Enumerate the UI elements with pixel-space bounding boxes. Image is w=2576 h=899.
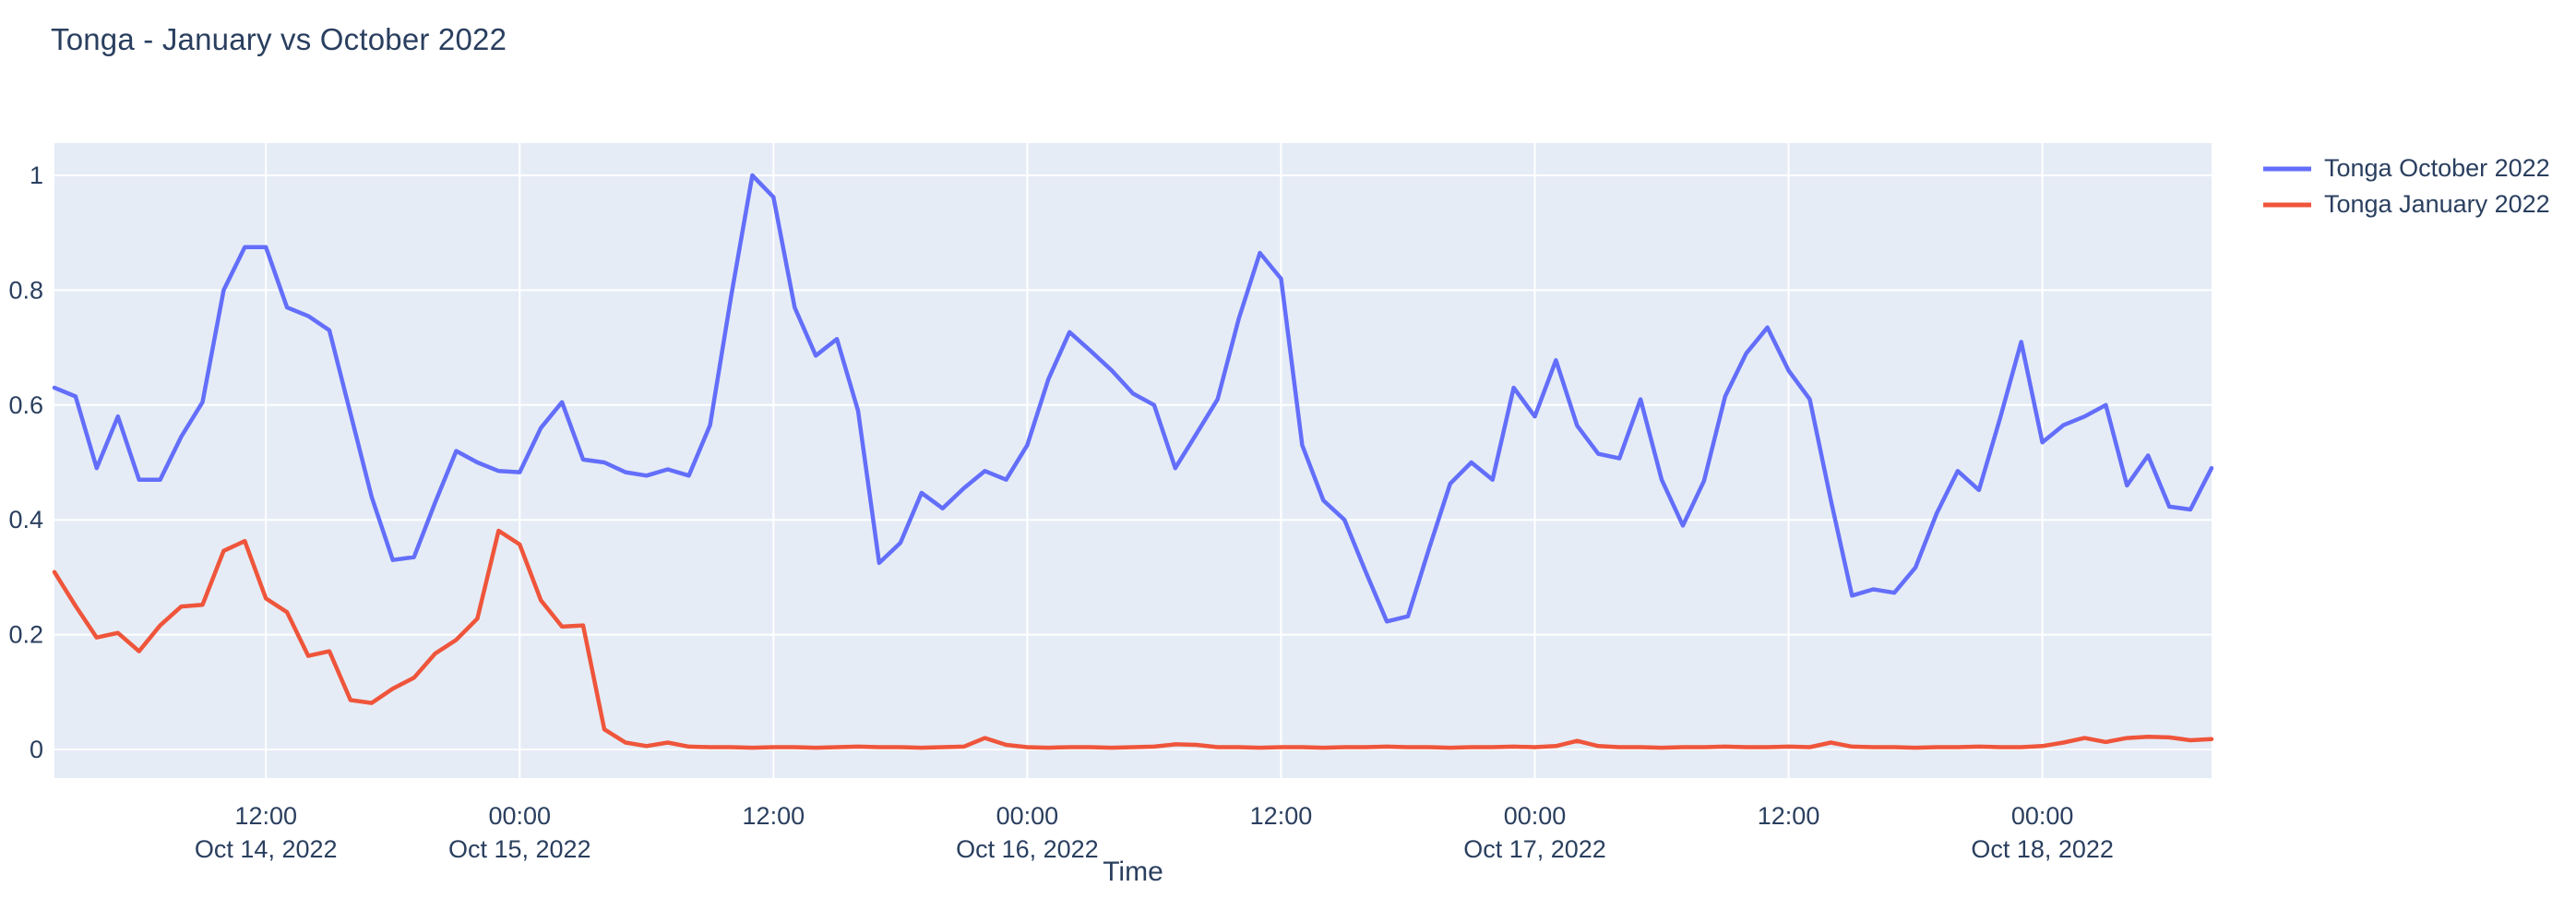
x-tick-time-label: 00:00 [1504,802,1567,830]
y-tick-label: 0.2 [8,621,43,649]
legend-item-tonga-october-2022[interactable]: Tonga October 2022 [2263,150,2550,186]
legend-label-october: Tonga October 2022 [2324,154,2550,182]
x-tick-time-label: 12:00 [234,802,297,830]
x-tick-time-label: 00:00 [996,802,1059,830]
x-axis-title: Time [1103,857,1163,887]
y-tick-label: 0 [30,736,43,763]
series-line-tonga-october-2022[interactable] [52,173,2214,624]
x-tick-date-label: Oct 15, 2022 [448,835,591,863]
x-tick-time-label: 12:00 [743,802,805,830]
x-tick-time-label: 00:00 [2011,802,2074,830]
x-tick-time-label: 00:00 [488,802,551,830]
x-tick-date-label: Oct 14, 2022 [195,835,338,863]
y-tick-label: 0.8 [8,276,43,304]
chart-title: Tonga - January vs October 2022 [51,22,507,56]
series-line-tonga-january-2022[interactable] [52,528,2214,750]
x-tick-time-label: 12:00 [1758,802,1820,830]
plot-background[interactable] [54,143,2212,778]
x-tick-date-label: Oct 16, 2022 [956,835,1099,863]
legend-label-january: Tonga January 2022 [2324,190,2550,218]
y-tick-label: 1 [30,162,43,189]
legend-line-january-icon [2263,202,2311,207]
y-tick-label: 0.4 [8,506,43,533]
legend-item-tonga-january-2022[interactable]: Tonga January 2022 [2263,186,2550,222]
y-tick-label: 0.6 [8,391,43,419]
x-tick-date-label: Oct 17, 2022 [1463,835,1606,863]
x-tick-date-label: Oct 18, 2022 [1971,835,2114,863]
legend: Tonga October 2022 Tonga January 2022 [2263,150,2550,222]
legend-line-october-icon [2263,166,2311,171]
x-tick-time-label: 12:00 [1250,802,1313,830]
